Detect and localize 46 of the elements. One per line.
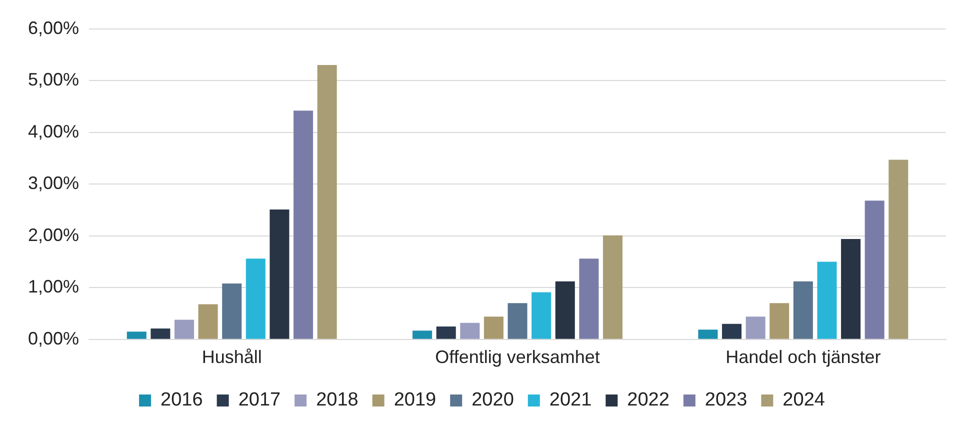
bar [198, 304, 218, 339]
legend-label: 2024 [782, 390, 826, 411]
y-tick-label: 5,00% [28, 70, 80, 90]
bar [888, 160, 908, 339]
bar [841, 238, 861, 339]
bar [270, 209, 290, 339]
bar [722, 324, 742, 339]
legend-label: 2022 [627, 390, 670, 411]
bar [698, 330, 718, 339]
legend-label: 2017 [238, 390, 281, 411]
legend-label: 2021 [549, 390, 592, 411]
bar [508, 303, 528, 339]
x-tick-label: Handel och tjänster [726, 347, 881, 368]
bar [532, 292, 552, 339]
bar [294, 110, 314, 339]
bar [484, 316, 504, 339]
x-tick-label: Hushåll [202, 347, 262, 368]
bar [770, 303, 790, 339]
bar [126, 332, 146, 339]
bar [817, 262, 837, 339]
bar [579, 258, 599, 339]
bar [555, 281, 575, 339]
bar [436, 326, 456, 339]
bar [864, 200, 884, 339]
y-tick-label: 2,00% [28, 224, 80, 245]
bar [246, 258, 266, 339]
bar [174, 320, 194, 339]
bar [317, 65, 337, 339]
legend-label: 2016 [160, 390, 203, 411]
legend-label: 2018 [316, 390, 358, 411]
legend-label: 2019 [394, 390, 436, 411]
bar [793, 281, 813, 339]
bar [460, 322, 480, 339]
bar [746, 316, 766, 339]
bar [412, 330, 432, 339]
y-tick-label: 0,00% [28, 328, 80, 348]
bar [150, 328, 170, 339]
bar [222, 283, 242, 339]
y-tick-label: 6,00% [28, 18, 80, 38]
bar [602, 235, 622, 339]
y-tick-label: 1,00% [28, 276, 80, 297]
y-tick-label: 3,00% [28, 173, 80, 194]
x-tick-label: Offentlig verksamhet [435, 347, 600, 368]
legend-label: 2020 [472, 390, 514, 411]
legend-label: 2023 [704, 390, 748, 411]
y-tick-label: 4,00% [28, 121, 80, 142]
